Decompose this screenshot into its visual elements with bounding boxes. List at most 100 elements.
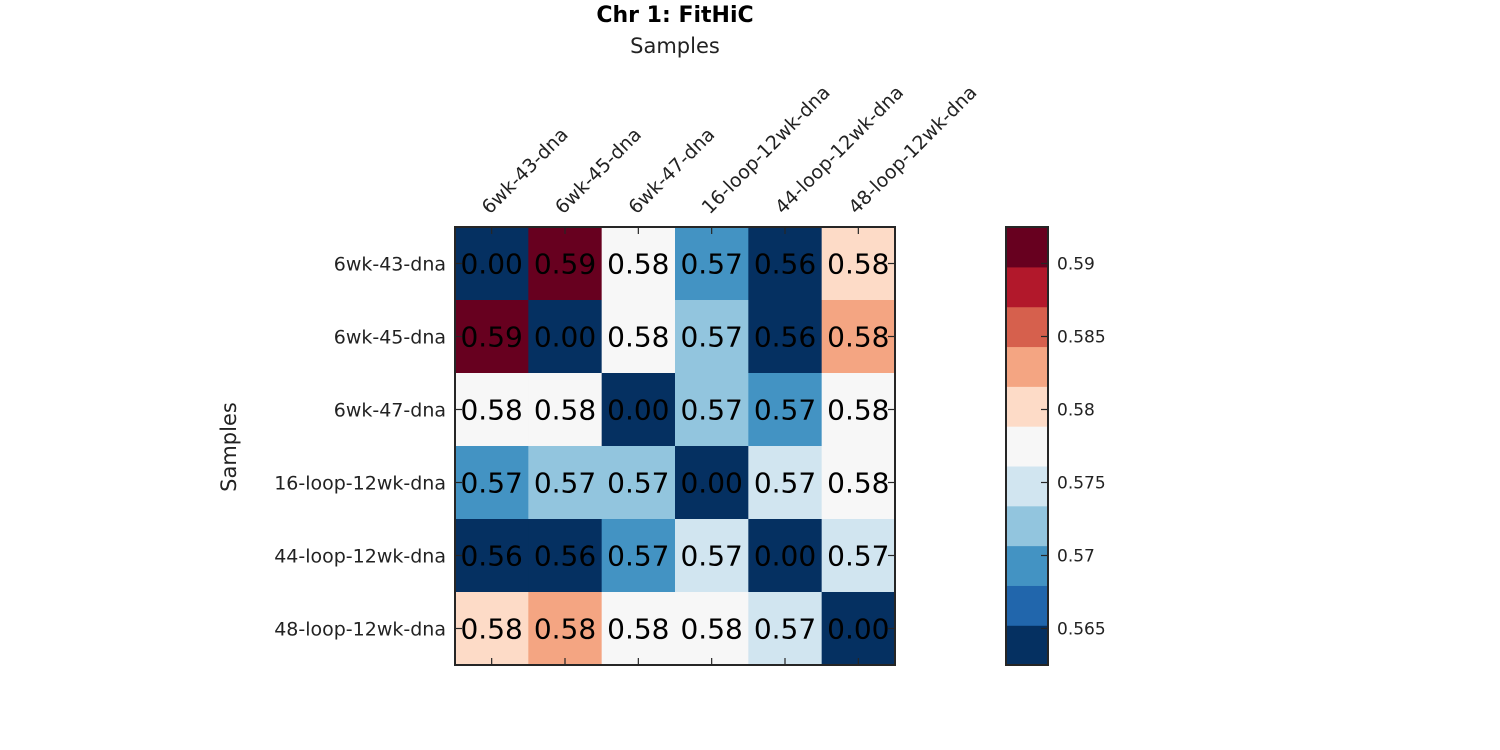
cell-value-label: 0.58 [607,248,669,281]
colorbar-segment [1006,386,1048,427]
cell-value-label: 0.56 [754,248,816,281]
heatmap-cell [675,300,749,374]
colorbar-segment [1006,227,1048,268]
colorbar-segment [1006,545,1048,586]
y-axis-label: Samples [217,402,241,492]
cell-value-label: 0.58 [827,467,889,500]
heatmap-cell [675,519,749,593]
cell-value-label: 0.57 [534,467,596,500]
cell-value-label: 0.00 [460,248,522,281]
colorbar: 0.565 0.57 0.575 0.58 0.585 0.59 [1005,226,1106,666]
colorbar-segment [1006,505,1048,547]
colorbar-segment [1006,585,1048,626]
cell-value-label: 0.58 [827,321,889,354]
chart-title: Chr 1: FitHiC [596,3,753,28]
heatmap-cell [455,227,529,301]
heatmap-cell [455,519,529,593]
colorbar-tick-label: 0.565 [1057,620,1106,640]
heatmap-cell [748,446,823,520]
cell-value-label: 0.58 [534,613,596,646]
heatmap-cell [528,446,603,520]
heatmap-cell [601,519,676,593]
heatmap-cell [675,592,749,666]
cell-value-label: 0.57 [680,394,742,427]
cell-value-label: 0.58 [534,394,596,427]
plot-frame [454,226,896,666]
heatmap-cell [675,373,749,447]
x-tick-label: 16-loop-12wk-dna [698,81,835,218]
cell-value-label: 0.58 [827,248,889,281]
cell-value-label: 0.57 [607,467,669,500]
cell-value-label: 0.57 [460,467,522,500]
x-axis-label: Samples [630,34,720,58]
heatmap-cell [821,592,896,666]
x-tick-label: 44-loop-12wk-dna [771,81,908,218]
cell-value-label: 0.57 [680,248,742,281]
heatmap-cell [528,227,603,301]
colorbar-segment [1006,346,1048,387]
cell-value-label: 0.56 [534,540,596,573]
heatmap-cell [601,446,676,520]
y-tick-label: 48-loop-12wk-dna [274,619,446,641]
colorbar-frame [1005,226,1049,666]
heatmap-cell [748,373,823,447]
cell-value-label: 0.59 [460,321,522,354]
colorbar-tick-label: 0.58 [1057,401,1095,421]
cell-value-label: 0.58 [827,394,889,427]
cell-value-label: 0.56 [754,321,816,354]
heatmap-cell [675,227,749,301]
cell-value-label: 0.56 [460,540,522,573]
colorbar-segment [1006,266,1048,308]
colorbar-segment [1006,465,1048,507]
heatmap-cell [528,300,603,374]
heatmap-cell [455,373,529,447]
heatmap-cell [528,519,603,593]
y-tick-label: 6wk-45-dna [334,327,446,349]
cell-value-label: 0.59 [534,248,596,281]
y-tick-label: 16-loop-12wk-dna [274,473,446,495]
colorbar-segment [1006,625,1048,666]
heatmap-cell [528,373,603,447]
heatmap-cell [675,446,749,520]
y-tick-labels: 6wk-43-dna 6wk-45-dna 6wk-47-dna 16-loop-12… [274,254,446,641]
colorbar-segment [1006,306,1048,348]
colorbar-tick-label: 0.57 [1057,547,1095,567]
cell-value-label: 0.58 [460,613,522,646]
cell-value-label: 0.58 [607,613,669,646]
cell-value-label: 0.00 [534,321,596,354]
cell-value-label: 0.57 [680,321,742,354]
heatmap-cell [748,519,823,593]
cell-value-label: 0.00 [680,467,742,500]
cell-value-label: 0.58 [680,613,742,646]
colorbar-segment [1006,426,1048,467]
heatmap-cell [601,227,676,301]
x-tick-labels: 6wk-43-dna6wk-45-dna6wk-47-dna16-loop-12… [478,81,982,218]
cell-value-label: 0.57 [680,540,742,573]
y-tick-label: 6wk-47-dna [334,400,446,422]
cell-value-label: 0.57 [754,467,816,500]
colorbar-tick-label: 0.585 [1057,328,1106,348]
cell-value-label: 0.58 [607,321,669,354]
heatmap-cell [748,300,823,374]
heatmap-cell [821,446,896,520]
y-tick-label: 44-loop-12wk-dna [274,546,446,568]
heatmap-cell [821,300,896,374]
y-tick-label: 6wk-43-dna [334,254,446,276]
heatmap-cell [601,300,676,374]
cell-value-label: 0.57 [754,613,816,646]
heatmap-cell [748,227,823,301]
axis-ticks [455,227,895,665]
heatmap-cell [601,592,676,666]
heatmap-cell-labels: 0.00 0.59 0.58 0.57 0.56 0.58 0.59 0.00 0.58 0.57… [460,248,889,646]
cell-value-label: 0.00 [827,613,889,646]
heatmap-cell [455,446,529,520]
colorbar-tick-label: 0.575 [1057,474,1106,494]
heatmap-cells [455,227,896,666]
x-tick-label: 48-loop-12wk-dna [844,81,981,218]
heatmap-cell [748,592,823,666]
colorbar-tick-label: 0.59 [1057,255,1095,275]
heatmap-cell [601,373,676,447]
cell-value-label: 0.58 [460,394,522,427]
cell-value-label: 0.57 [827,540,889,573]
